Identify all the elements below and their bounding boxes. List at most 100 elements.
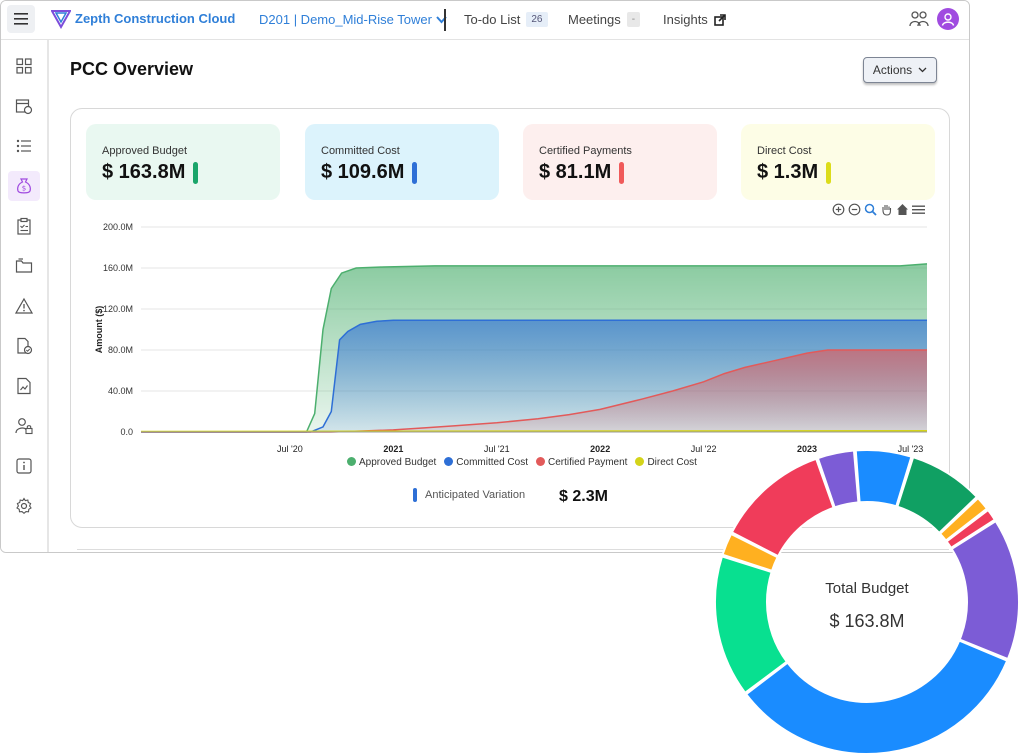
legend-dot <box>535 457 545 466</box>
kpi-color-bar <box>193 161 199 184</box>
legend-label: Certified Payment <box>547 457 628 468</box>
menu-toggle-button[interactable] <box>7 5 35 33</box>
y-tick-label: 80.0M <box>108 345 133 355</box>
kpi-color-bar <box>619 161 625 184</box>
kpi-label: Certified Payments <box>539 145 632 157</box>
sidebar: $ <box>1 40 49 552</box>
zepth-logo-icon <box>51 10 71 29</box>
sidebar-item-info[interactable] <box>8 451 40 481</box>
x-tick-label: 2021 <box>383 444 403 454</box>
donut-slice[interactable] <box>938 496 989 542</box>
kpi-value-row: $ 109.6M <box>321 161 418 184</box>
sidebar-item-checklist[interactable] <box>8 211 40 241</box>
insights-label: Insights <box>663 12 708 27</box>
series-line-direct-cost <box>140 429 928 433</box>
donut-slice[interactable] <box>945 508 997 550</box>
zoom-out-icon[interactable] <box>848 203 861 216</box>
sidebar-item-documents[interactable] <box>8 331 40 361</box>
sidebar-item-dashboard[interactable] <box>8 51 40 81</box>
sidebar-item-settings[interactable] <box>8 491 40 521</box>
legend-item-certified-payment[interactable]: Certified Payment <box>535 457 628 468</box>
kpi-value-row: $ 1.3M <box>757 161 832 184</box>
info-icon <box>16 458 32 474</box>
donut-slice[interactable] <box>950 519 1020 661</box>
list-icon <box>16 139 31 153</box>
zoom-in-icon[interactable] <box>832 203 845 216</box>
kpi-card-direct-cost: Direct Cost $ 1.3M <box>741 124 935 200</box>
user-avatar[interactable] <box>937 8 959 30</box>
kpi-value-row: $ 163.8M <box>102 161 199 184</box>
todo-count-badge: 26 <box>526 12 548 27</box>
kpi-card-certified-payments: Certified Payments $ 81.1M <box>523 124 717 200</box>
brand-name[interactable]: Zepth Construction Cloud <box>75 11 236 26</box>
donut-slice[interactable] <box>744 639 1009 755</box>
hamburger-icon <box>14 13 28 25</box>
kpi-card-approved-budget: Approved Budget $ 163.8M <box>86 124 280 200</box>
chevron-down-icon <box>918 67 927 73</box>
page-title: PCC Overview <box>70 59 194 79</box>
meetings-link[interactable]: Meetings - <box>568 12 641 27</box>
sidebar-item-reports[interactable] <box>8 371 40 401</box>
kpi-value-row: $ 81.1M <box>539 161 625 184</box>
todo-list-label: To-do List <box>464 12 521 27</box>
legend-dot <box>347 457 356 466</box>
donut-slice[interactable] <box>730 457 835 558</box>
legend-item-direct-cost[interactable]: Direct Cost <box>635 457 697 468</box>
legend-label: Direct Cost <box>647 457 697 468</box>
app-window: Zepth Construction Cloud D201 | Demo_Mid… <box>0 0 970 553</box>
money-bag-icon: $ <box>17 178 31 194</box>
chart-legend: Approved Budget Committed Cost Certified… <box>347 457 697 468</box>
sidebar-item-schedule[interactable] <box>8 91 40 121</box>
todo-list-link[interactable]: To-do List 26 <box>464 12 548 27</box>
donut-slice[interactable] <box>896 455 979 535</box>
sidebar-item-list[interactable] <box>8 131 40 161</box>
chart-menu-icon[interactable] <box>912 203 925 216</box>
actions-dropdown[interactable]: Actions <box>863 57 937 83</box>
meetings-label: Meetings <box>568 12 621 27</box>
divider <box>444 9 446 31</box>
donut-slice[interactable] <box>816 450 860 509</box>
sidebar-item-cost[interactable]: $ <box>8 171 40 201</box>
x-tick-label: 2022 <box>590 444 610 454</box>
kpi-value: $ 81.1M <box>539 161 612 183</box>
schedule-icon <box>15 99 33 115</box>
checklist-icon <box>17 217 31 235</box>
y-tick-label: 40.0M <box>108 386 133 396</box>
kpi-value: $ 163.8M <box>102 161 186 183</box>
legend-item-committed-cost[interactable]: Committed Cost <box>444 457 528 468</box>
home-reset-icon[interactable] <box>896 203 909 216</box>
y-tick-label: 200.0M <box>103 222 133 232</box>
kpi-card-committed-cost: Committed Cost $ 109.6M <box>305 124 499 200</box>
y-tick-label: 0.0 <box>120 427 133 437</box>
y-tick-label: 120.0M <box>103 304 133 314</box>
series-area-certified-payment <box>141 350 927 432</box>
insights-link[interactable]: Insights <box>663 12 726 27</box>
donut-slice[interactable] <box>854 450 913 508</box>
kpi-value: $ 109.6M <box>321 161 405 183</box>
donut-slice[interactable] <box>721 532 779 573</box>
legend-label: Approved Budget <box>359 457 437 468</box>
actions-label: Actions <box>872 63 913 77</box>
zoom-select-icon[interactable] <box>864 203 877 216</box>
kpi-label: Direct Cost <box>757 145 812 157</box>
external-link-icon <box>714 13 726 26</box>
legend-item-approved-budget[interactable]: Approved Budget <box>347 457 436 468</box>
anticipated-label: Anticipated Variation <box>425 489 526 501</box>
donut-slice[interactable] <box>714 555 789 695</box>
user-lock-icon <box>15 418 33 435</box>
series-line-certified-payment <box>141 349 927 433</box>
sidebar-item-warning[interactable] <box>8 291 40 321</box>
sidebar-item-folder[interactable] <box>8 251 40 281</box>
sidebar-item-users[interactable] <box>8 411 40 441</box>
team-icon[interactable] <box>909 10 929 28</box>
kpi-value: $ 1.3M <box>757 161 819 183</box>
meetings-count-badge: - <box>626 12 641 27</box>
chart-toolbar <box>832 203 925 216</box>
x-tick-label: Jul '23 <box>898 444 924 454</box>
pan-hand-icon[interactable] <box>880 203 893 216</box>
document-check-icon <box>17 337 33 355</box>
folder-icon <box>15 258 33 273</box>
kpi-label: Committed Cost <box>321 145 400 157</box>
project-selector[interactable]: D201 | Demo_Mid-Rise Tower <box>259 12 447 27</box>
anticipated-color-bar <box>413 488 417 502</box>
